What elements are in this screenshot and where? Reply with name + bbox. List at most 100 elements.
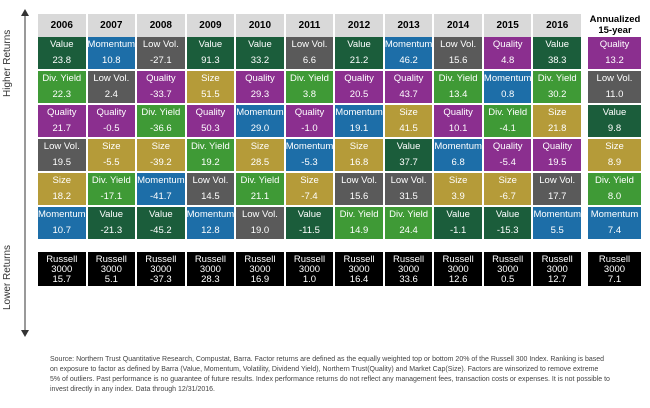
factor-name: Momentum <box>533 209 581 220</box>
factor-return: 30.2 <box>547 89 567 100</box>
factor-cell: Value -45.2 <box>137 207 186 241</box>
factor-cell: Low Vol. 19.0 <box>236 207 285 241</box>
factor-cell: Momentum 5.5 <box>533 207 582 241</box>
factor-name: Div. Yield <box>91 175 131 186</box>
factor-cell: Quality 4.8 <box>483 37 533 71</box>
factor-cell: Quality 43.7 <box>384 71 434 105</box>
factor-return: 6.6 <box>302 55 317 66</box>
factor-return: -4.1 <box>499 123 516 134</box>
factor-name: Div. Yield <box>42 73 82 84</box>
factor-name: Momentum <box>285 141 334 152</box>
factor-return: 10.7 <box>52 225 72 236</box>
factor-return: 5.5 <box>550 225 564 236</box>
factor-return: 17.7 <box>547 191 567 202</box>
factor-cell: Low Vol. 31.5 <box>384 173 434 207</box>
benchmark-cell: Russell 3000 15.7 <box>38 252 87 286</box>
factor-name: Div. Yield <box>438 73 478 84</box>
factor-cell: Low Vol. 15.6 <box>434 37 483 71</box>
factor-return: -39.2 <box>150 157 172 168</box>
benchmark-cell: Russell 3000 12.6 <box>434 252 483 286</box>
factor-name: Value <box>602 107 627 118</box>
factor-cell: Low Vol. 6.6 <box>285 37 335 71</box>
factor-return: 0.8 <box>501 89 515 100</box>
factor-cell: Value 23.8 <box>38 37 87 71</box>
factor-name: Quality <box>96 107 127 118</box>
factor-cell: Value 21.2 <box>335 37 384 71</box>
factor-cell: Size 18.2 <box>38 173 87 207</box>
benchmark-cell: Russell 3000 16.9 <box>236 252 285 286</box>
factor-name: Momentum <box>38 209 86 220</box>
factor-return: -41.7 <box>150 191 172 202</box>
factor-name: Momentum <box>434 141 482 152</box>
factor-return: 7.4 <box>607 225 622 236</box>
factor-name: Size <box>151 141 171 152</box>
factor-name: Low Vol. <box>596 73 633 84</box>
factor-name: Value <box>49 39 74 50</box>
factor-name: Low Vol. <box>43 141 80 152</box>
factor-name: Low Vol. <box>539 175 576 186</box>
factor-name: Russell 3000 <box>442 254 474 275</box>
factor-name: Value <box>347 39 371 50</box>
factor-name: Momentum <box>87 39 136 50</box>
factor-return: 19.5 <box>547 157 567 168</box>
factor-return: 3.9 <box>451 191 465 202</box>
factor-name: Quality <box>344 73 374 84</box>
factor-return: 9.8 <box>607 123 622 134</box>
factor-cell: Quality 50.3 <box>186 105 236 139</box>
factor-return: -45.2 <box>150 225 172 236</box>
factor-cell: Div. Yield 30.2 <box>533 71 582 105</box>
factor-return: -37.3 <box>150 274 172 285</box>
year-header: 2009 <box>186 14 236 37</box>
factor-return: 24.4 <box>399 225 418 236</box>
factor-cell: Quality 20.5 <box>335 71 384 105</box>
factor-cell: Div. Yield 19.2 <box>186 139 236 173</box>
factor-cell: Value 33.2 <box>236 37 285 71</box>
factor-cell: Div. Yield 3.8 <box>285 71 335 105</box>
factor-name: Quality <box>443 107 473 118</box>
factor-name: Russell 3000 <box>343 254 375 275</box>
factor-name: Momentum <box>384 39 433 50</box>
factor-return: 13.2 <box>605 55 624 66</box>
factor-name: Momentum <box>186 209 235 220</box>
factor-return: 3.8 <box>302 89 317 100</box>
factor-name: Low Vol. <box>291 39 328 50</box>
factor-name: Size <box>547 107 567 118</box>
factor-cell: Div. Yield 8.0 <box>588 173 642 207</box>
factor-name: Div. Yield <box>190 141 230 152</box>
factor-return: 11.0 <box>605 89 624 100</box>
factor-name: Size <box>300 175 319 186</box>
factor-name: Div. Yield <box>339 209 379 220</box>
factor-cell: Value -21.3 <box>87 207 137 241</box>
year-header: 2012 <box>335 14 384 37</box>
factor-cell: Low Vol. 2.4 <box>87 71 137 105</box>
factor-cell: Size 51.5 <box>186 71 236 105</box>
factor-return: 16.8 <box>349 157 369 168</box>
factor-name: Momentum <box>137 175 185 186</box>
factor-cell: Size 41.5 <box>384 105 434 139</box>
benchmark-cell: Russell 3000 1.0 <box>285 252 335 286</box>
factor-name: Quality <box>294 107 325 118</box>
year-header: 2007 <box>87 14 137 37</box>
factor-return: -15.3 <box>496 225 519 236</box>
factor-cell: Size 16.8 <box>335 139 384 173</box>
factor-name: Quality <box>146 73 176 84</box>
factor-name: Div. Yield <box>389 209 429 220</box>
factor-cell: Momentum 10.7 <box>38 207 87 241</box>
factor-return: -5.5 <box>103 157 120 168</box>
factor-name: Low Vol. <box>142 39 179 50</box>
factor-cell: Size -7.4 <box>285 173 335 207</box>
factor-name: Russell 3000 <box>95 254 127 275</box>
benchmark-cell: Russell 3000 12.7 <box>533 252 582 286</box>
factor-return: 51.5 <box>201 89 220 100</box>
factor-return: 1.0 <box>302 274 317 285</box>
year-header: 2013 <box>384 14 434 37</box>
year-header: 2015 <box>483 14 533 37</box>
factor-return: 7.1 <box>607 274 622 285</box>
factor-cell: Momentum 29.0 <box>236 105 285 139</box>
factor-return: 43.7 <box>399 89 418 100</box>
factor-return: 10.1 <box>448 123 468 134</box>
factor-cell: Div. Yield 21.1 <box>236 173 285 207</box>
factor-name: Momentum <box>590 209 639 220</box>
benchmark-cell: Russell 3000 28.3 <box>186 252 236 286</box>
factor-cell: Size -39.2 <box>137 139 186 173</box>
